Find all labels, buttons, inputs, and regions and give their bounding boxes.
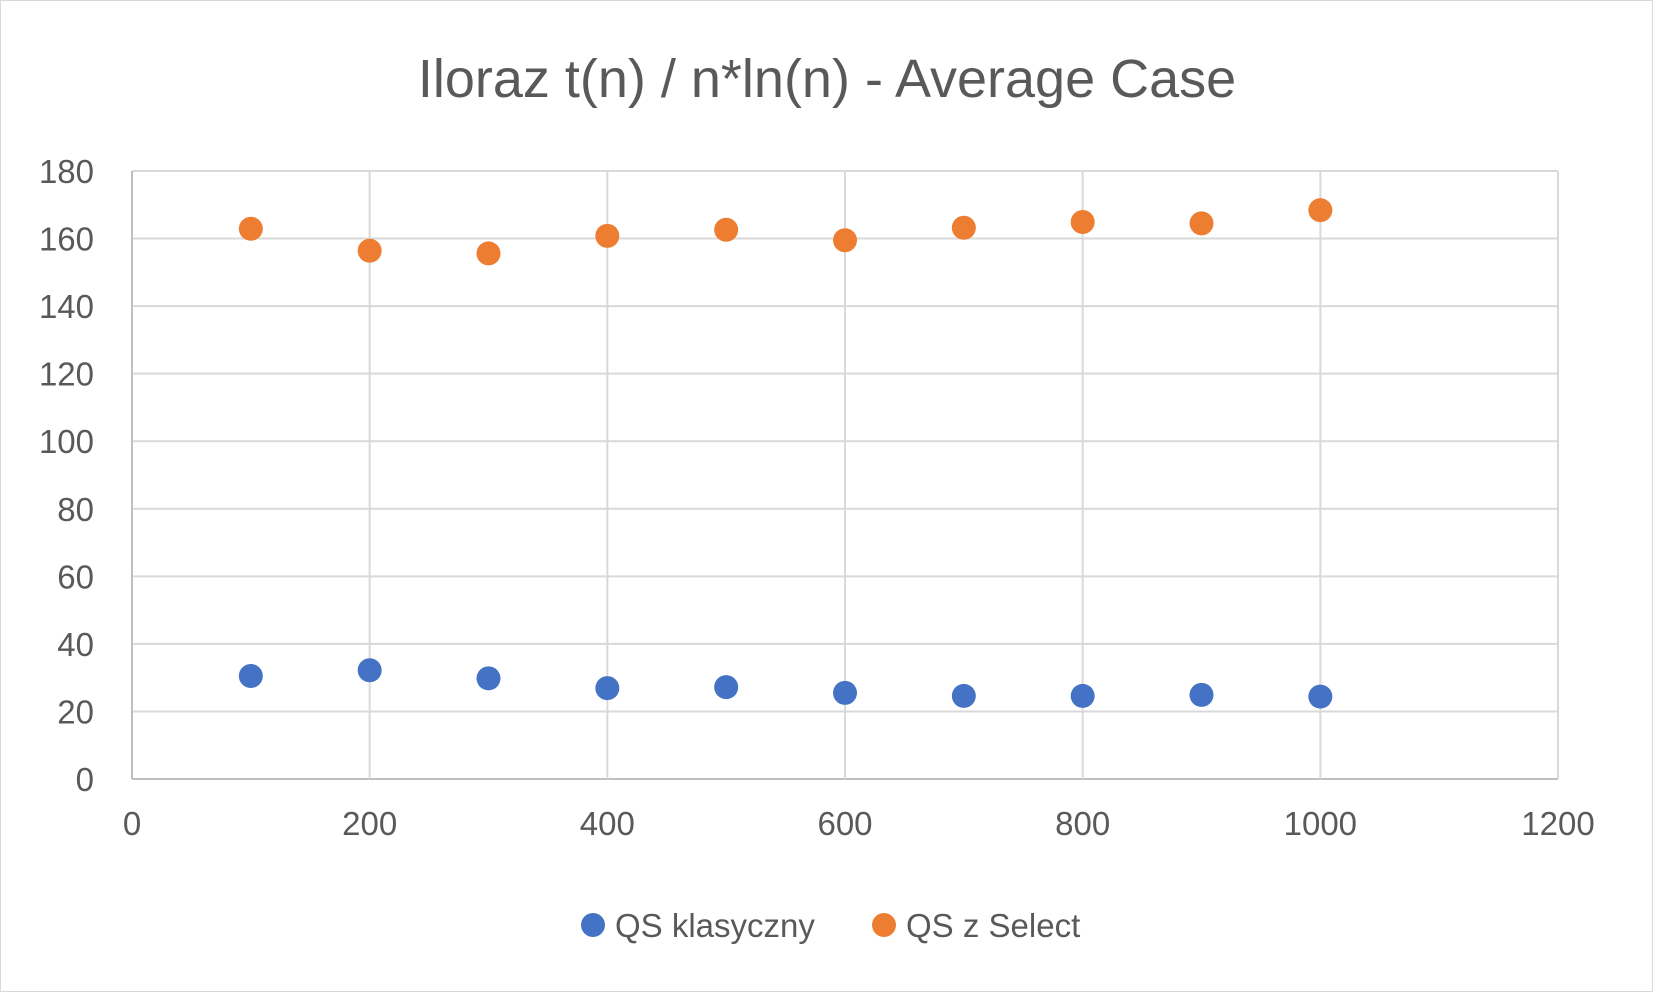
data-point [476, 241, 501, 266]
data-point [1308, 684, 1333, 709]
x-axis-ticks: 0 200 400 600 800 1000 1200 [123, 805, 1595, 842]
x-tick-label: 800 [1055, 805, 1110, 842]
x-tick-label: 400 [580, 805, 635, 842]
data-point [833, 228, 857, 253]
x-tick-label: 200 [342, 805, 397, 842]
legend-marker [872, 913, 896, 937]
y-tick-label: 20 [57, 693, 94, 730]
legend-marker [581, 913, 605, 937]
y-tick-label: 160 [39, 221, 94, 258]
x-tick-label: 600 [817, 805, 872, 842]
y-tick-label: 0 [76, 761, 94, 798]
data-point [1308, 198, 1333, 223]
legend-label: QS z Select [906, 907, 1080, 944]
y-tick-label: 120 [39, 356, 94, 393]
data-point [951, 215, 976, 240]
y-tick-label: 40 [57, 626, 94, 663]
data-point [1070, 683, 1095, 708]
data-point [357, 658, 382, 683]
data-point [595, 223, 620, 248]
legend: QS klasyczny QS z Select [581, 907, 1080, 944]
data-point [238, 663, 263, 688]
y-tick-label: 80 [57, 491, 94, 528]
data-point [1189, 211, 1214, 236]
x-tick-label: 0 [123, 805, 141, 842]
y-tick-label: 180 [39, 153, 94, 190]
data-point [595, 676, 620, 701]
data-point [951, 683, 976, 708]
data-points [238, 198, 1333, 709]
data-point [1189, 682, 1214, 707]
data-point [833, 680, 857, 705]
x-tick-label: 1200 [1521, 805, 1594, 842]
data-point [238, 216, 263, 241]
chart-title: Iloraz t(n) / n*ln(n) - Average Case [418, 49, 1236, 109]
legend-label: QS klasyczny [615, 907, 815, 944]
y-tick-label: 60 [57, 558, 94, 595]
data-point [357, 238, 382, 263]
data-point [714, 675, 739, 700]
data-point [476, 666, 501, 691]
y-axis-ticks: 0 20 40 60 80 100 120 140 160 180 [39, 153, 94, 798]
y-tick-label: 140 [39, 288, 94, 325]
grid-lines [131, 170, 1559, 780]
x-tick-label: 1000 [1284, 805, 1357, 842]
y-tick-label: 100 [39, 423, 94, 460]
data-point [714, 217, 739, 242]
data-point [1070, 210, 1095, 235]
